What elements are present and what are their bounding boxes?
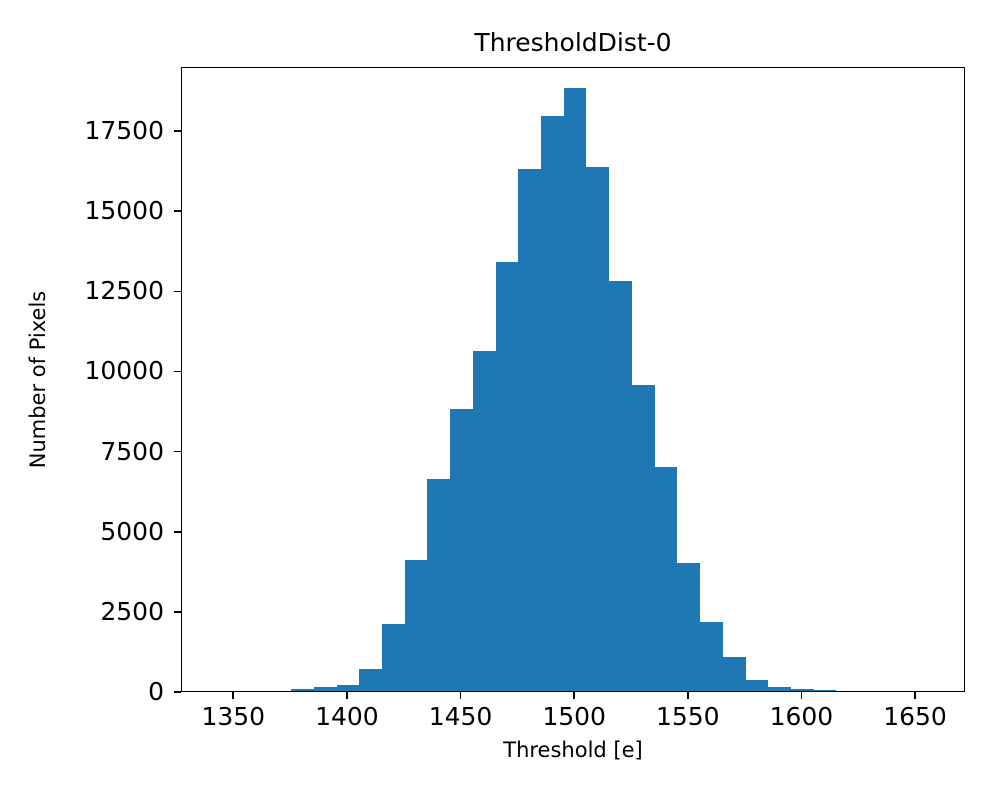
histogram-bar bbox=[495, 261, 519, 691]
x-tick-mark bbox=[686, 692, 689, 699]
histogram-bar bbox=[631, 384, 655, 691]
y-tick-label: 12500 bbox=[84, 276, 164, 306]
histogram-bar bbox=[722, 657, 746, 691]
histogram-bar bbox=[791, 689, 814, 691]
x-tick-mark bbox=[459, 692, 462, 699]
y-tick-mark bbox=[174, 130, 181, 132]
x-tick-mark bbox=[346, 692, 348, 699]
histogram-bar bbox=[518, 168, 542, 691]
x-tick-label: 1550 bbox=[655, 702, 720, 731]
histogram-bar bbox=[404, 559, 428, 691]
page-title: ThresholdDist-0 bbox=[474, 28, 672, 57]
x-tick-label: 1350 bbox=[201, 702, 266, 731]
y-tick-label: 2500 bbox=[100, 596, 164, 626]
x-tick-mark bbox=[914, 692, 916, 699]
histogram-bar bbox=[313, 687, 337, 691]
histogram-bar bbox=[450, 408, 473, 691]
histogram-bar bbox=[700, 622, 723, 691]
histogram-bar bbox=[541, 115, 564, 691]
y-tick-mark bbox=[174, 290, 181, 293]
histogram-bar bbox=[381, 623, 405, 691]
x-tick-label: 1400 bbox=[315, 702, 379, 731]
histogram-bar bbox=[745, 679, 769, 691]
y-tick-label: 17500 bbox=[84, 116, 164, 146]
y-axis-label: Number of Pixels bbox=[26, 290, 50, 469]
histogram-bar bbox=[586, 166, 610, 691]
histogram-bar bbox=[813, 690, 837, 691]
plot-area bbox=[181, 67, 965, 692]
histogram-bars bbox=[182, 68, 964, 691]
histogram-bar bbox=[291, 689, 314, 691]
x-tick-label: 1650 bbox=[883, 702, 947, 731]
y-tick-label: 7500 bbox=[100, 436, 164, 466]
histogram-bar bbox=[768, 687, 791, 691]
y-tick-mark bbox=[174, 210, 181, 213]
y-tick-mark bbox=[174, 691, 181, 693]
x-tick-mark bbox=[232, 692, 235, 699]
x-axis-label: Threshold [e] bbox=[503, 738, 643, 762]
y-tick-label: 0 bbox=[148, 677, 164, 706]
histogram-bar bbox=[677, 562, 701, 691]
y-tick-label: 5000 bbox=[100, 516, 164, 546]
x-tick-label: 1500 bbox=[542, 702, 606, 731]
y-tick-mark bbox=[174, 530, 181, 533]
histogram-bar bbox=[654, 466, 678, 691]
histogram-bar bbox=[563, 88, 587, 691]
histogram-bar bbox=[427, 479, 451, 691]
x-tick-mark bbox=[800, 692, 803, 699]
histogram-bar bbox=[359, 668, 382, 691]
x-tick-label: 1600 bbox=[769, 702, 834, 731]
x-tick-mark bbox=[573, 692, 575, 699]
y-tick-mark bbox=[174, 611, 181, 613]
y-tick-label: 15000 bbox=[84, 196, 164, 226]
x-tick-label: 1450 bbox=[428, 702, 493, 731]
histogram-bar bbox=[336, 684, 360, 691]
histogram-bar bbox=[609, 280, 632, 691]
histogram-bar bbox=[472, 351, 496, 691]
y-tick-mark bbox=[174, 450, 181, 453]
y-tick-label: 10000 bbox=[84, 356, 164, 386]
y-tick-mark bbox=[174, 370, 181, 373]
